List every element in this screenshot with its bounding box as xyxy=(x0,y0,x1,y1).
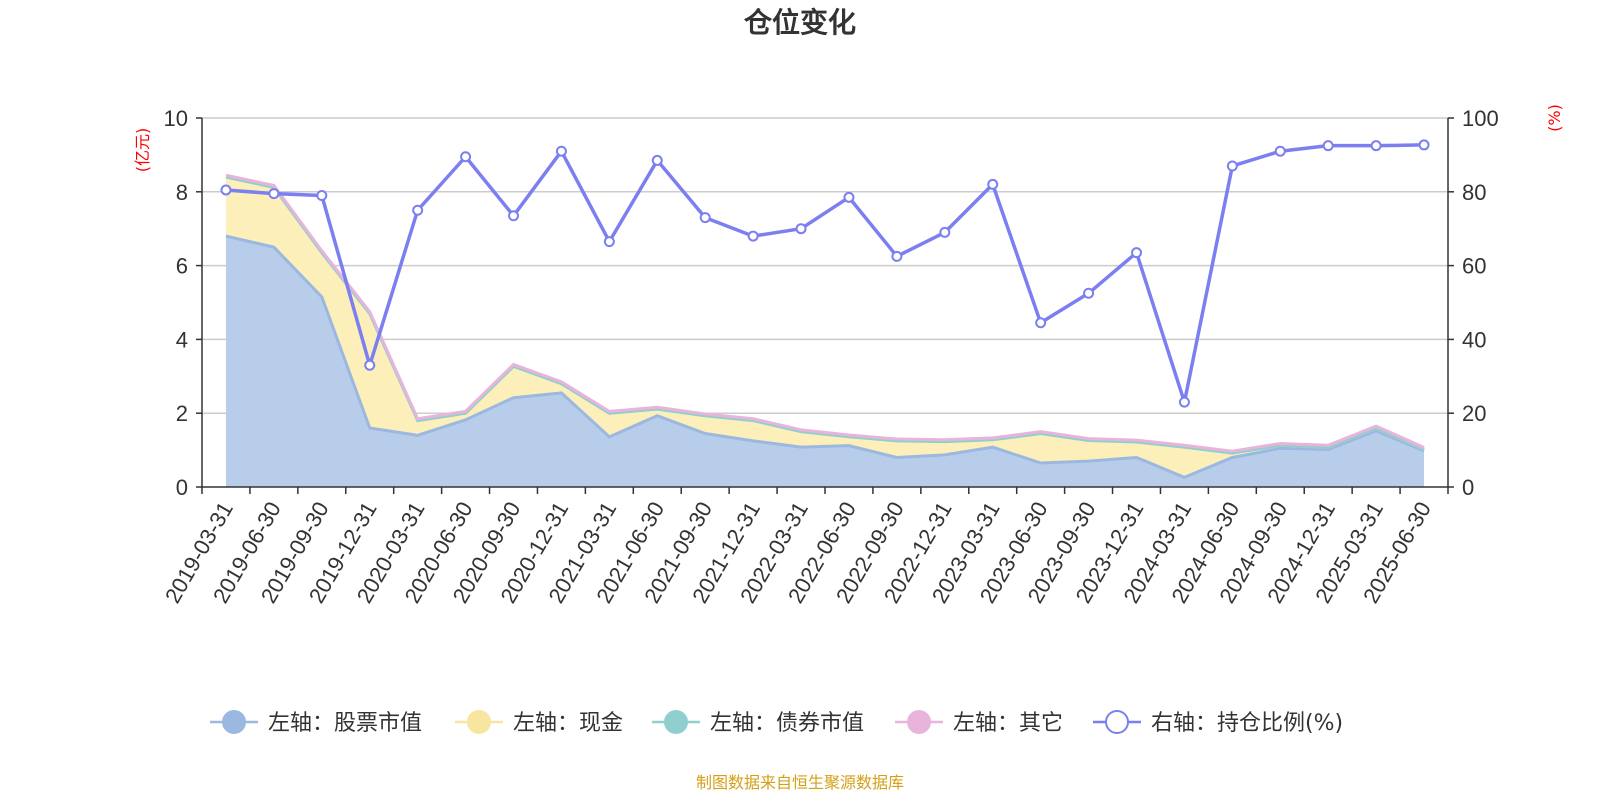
legend-marker xyxy=(1105,710,1129,734)
area-左轴：股票市值 xyxy=(225,236,1425,487)
legend-label: 左轴：债券市值 xyxy=(710,711,864,736)
ratio-point[interactable] xyxy=(699,212,711,224)
right-tick-label: 100 xyxy=(1462,106,1499,131)
ratio-point[interactable] xyxy=(747,230,759,242)
ratio-point[interactable] xyxy=(987,178,999,190)
ratio-line-path xyxy=(225,143,1425,404)
ratio-point[interactable] xyxy=(891,250,903,262)
right-tick-label: 40 xyxy=(1462,327,1486,352)
area-line-左轴：债券市值 xyxy=(225,175,1425,455)
legend-label: 左轴：其它 xyxy=(953,711,1063,736)
ratio-point[interactable] xyxy=(843,191,855,203)
data-source-note: 制图数据来自恒生聚源数据库 xyxy=(696,773,904,792)
position-ratio-line xyxy=(220,139,1430,408)
ratio-point[interactable] xyxy=(1370,140,1382,152)
legend-label: 左轴：股票市值 xyxy=(268,711,422,736)
left-tick-label: 6 xyxy=(176,254,188,279)
stacked-areas xyxy=(225,173,1425,487)
ratio-point[interactable] xyxy=(1178,396,1190,408)
ratio-point[interactable] xyxy=(268,188,280,200)
legend: 左轴：股票市值 左轴：现金 左轴：债券市值 左轴：其它 右轴：持仓比例(%) xyxy=(210,710,1343,736)
left-tick-label: 10 xyxy=(164,106,188,131)
ratio-point[interactable] xyxy=(1226,160,1238,172)
ratio-point[interactable] xyxy=(651,154,663,166)
legend-marker xyxy=(222,710,246,734)
ratio-point[interactable] xyxy=(460,151,472,163)
ratio-point[interactable] xyxy=(555,145,567,157)
ratio-point[interactable] xyxy=(1418,139,1430,151)
ratio-point[interactable] xyxy=(1035,317,1047,329)
ratio-point[interactable] xyxy=(1322,140,1334,152)
area-line-左轴：股票市值 xyxy=(225,234,1425,480)
right-tick-label: 0 xyxy=(1462,475,1474,500)
left-tick-label: 8 xyxy=(176,180,188,205)
right-axis-unit: (%) xyxy=(1545,104,1564,132)
ratio-point[interactable] xyxy=(412,204,424,216)
ratio-point[interactable] xyxy=(939,226,951,238)
ratio-point[interactable] xyxy=(795,223,807,235)
right-tick-label: 60 xyxy=(1462,254,1486,279)
legend-label: 左轴：现金 xyxy=(513,711,623,736)
ratio-point[interactable] xyxy=(508,210,519,222)
right-tick-label: 20 xyxy=(1462,401,1486,426)
left-tick-label: 4 xyxy=(176,327,188,352)
legend-item[interactable]: 左轴：股票市值 xyxy=(210,710,422,736)
ratio-point[interactable] xyxy=(603,236,615,248)
left-tick-label: 2 xyxy=(176,401,188,426)
area-line-左轴：其它 xyxy=(225,173,1425,453)
legend-marker xyxy=(467,710,491,734)
legend-marker xyxy=(907,710,931,734)
right-tick-label: 80 xyxy=(1462,180,1486,205)
legend-item[interactable]: 左轴：其它 xyxy=(895,710,1063,736)
legend-item[interactable]: 左轴：债券市值 xyxy=(652,710,864,736)
legend-label: 右轴：持仓比例(%) xyxy=(1151,711,1343,736)
ratio-point[interactable] xyxy=(1131,247,1142,259)
legend-item[interactable]: 右轴：持仓比例(%) xyxy=(1093,710,1343,736)
ratio-point[interactable] xyxy=(316,189,328,201)
left-tick-label: 0 xyxy=(176,475,188,500)
legend-marker xyxy=(664,710,688,734)
left-axis-unit: (亿元) xyxy=(133,128,152,173)
ratio-point[interactable] xyxy=(364,359,376,371)
ratio-point[interactable] xyxy=(1083,287,1095,299)
legend-item[interactable]: 左轴：现金 xyxy=(455,710,623,736)
ratio-point[interactable] xyxy=(1274,145,1286,157)
ratio-point[interactable] xyxy=(220,184,232,196)
chart-title: 仓位变化 xyxy=(744,6,856,39)
grid-lines xyxy=(202,117,1448,414)
